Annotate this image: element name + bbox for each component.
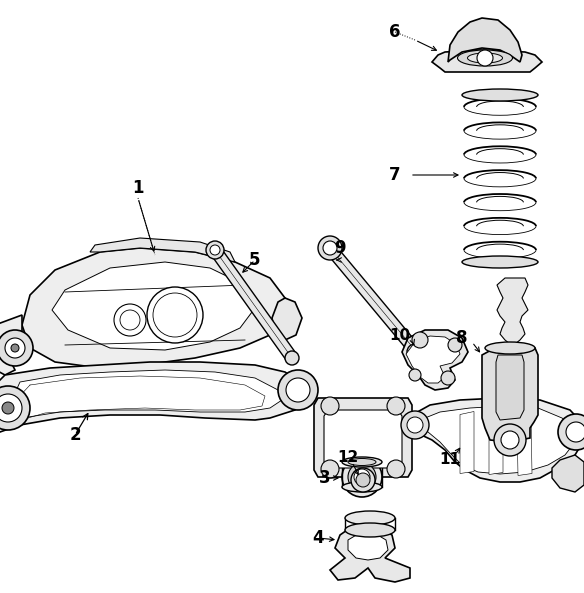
Circle shape — [286, 378, 310, 402]
Polygon shape — [497, 278, 528, 344]
Circle shape — [323, 241, 337, 255]
Circle shape — [351, 468, 375, 492]
Circle shape — [494, 424, 526, 456]
Polygon shape — [0, 315, 22, 375]
Circle shape — [407, 417, 423, 433]
Polygon shape — [418, 406, 575, 474]
Circle shape — [448, 338, 462, 352]
Circle shape — [11, 344, 19, 352]
Polygon shape — [52, 262, 255, 350]
Ellipse shape — [342, 457, 382, 467]
Circle shape — [0, 330, 33, 366]
Ellipse shape — [485, 342, 535, 354]
Polygon shape — [314, 398, 412, 477]
Circle shape — [278, 370, 318, 410]
Text: 6: 6 — [390, 23, 401, 41]
Circle shape — [356, 473, 370, 487]
Text: 10: 10 — [390, 327, 411, 343]
Circle shape — [0, 394, 22, 422]
Text: 11: 11 — [440, 452, 461, 467]
Polygon shape — [496, 355, 524, 420]
Polygon shape — [330, 528, 410, 582]
Circle shape — [387, 460, 405, 478]
Polygon shape — [90, 238, 235, 262]
Circle shape — [348, 463, 376, 491]
Circle shape — [342, 457, 382, 497]
Text: 1: 1 — [132, 179, 144, 197]
Ellipse shape — [462, 89, 538, 101]
Circle shape — [147, 287, 203, 343]
Circle shape — [210, 245, 220, 255]
Circle shape — [477, 50, 493, 66]
Ellipse shape — [345, 511, 395, 525]
Circle shape — [407, 344, 423, 360]
Polygon shape — [517, 413, 532, 476]
Circle shape — [501, 431, 519, 449]
Ellipse shape — [345, 523, 395, 537]
Polygon shape — [402, 330, 468, 390]
Circle shape — [0, 386, 30, 430]
Ellipse shape — [468, 53, 502, 63]
Circle shape — [401, 411, 429, 439]
Circle shape — [285, 351, 299, 365]
Polygon shape — [348, 534, 388, 560]
Polygon shape — [0, 362, 308, 432]
Circle shape — [409, 369, 421, 381]
Circle shape — [412, 332, 428, 348]
Polygon shape — [324, 410, 402, 468]
Polygon shape — [552, 455, 584, 492]
Polygon shape — [448, 18, 522, 62]
Polygon shape — [272, 298, 302, 340]
Text: 9: 9 — [334, 239, 346, 257]
Circle shape — [354, 469, 370, 485]
Circle shape — [114, 304, 146, 336]
Polygon shape — [10, 370, 282, 418]
Text: 12: 12 — [338, 451, 359, 466]
Circle shape — [5, 338, 25, 358]
Circle shape — [206, 241, 224, 259]
Ellipse shape — [348, 458, 376, 466]
Circle shape — [2, 402, 14, 414]
Circle shape — [558, 414, 584, 450]
Circle shape — [321, 460, 339, 478]
Circle shape — [321, 397, 339, 415]
Polygon shape — [482, 348, 538, 442]
Text: 7: 7 — [389, 166, 401, 184]
Polygon shape — [489, 413, 503, 474]
Circle shape — [441, 371, 455, 385]
Polygon shape — [325, 244, 420, 354]
Text: 8: 8 — [456, 329, 468, 347]
Polygon shape — [406, 336, 460, 383]
Polygon shape — [22, 248, 288, 368]
Text: 5: 5 — [249, 251, 260, 269]
Ellipse shape — [342, 482, 382, 492]
Circle shape — [153, 293, 197, 337]
Text: 4: 4 — [312, 529, 324, 547]
Polygon shape — [432, 50, 542, 72]
Polygon shape — [460, 412, 474, 473]
Text: 2: 2 — [69, 426, 81, 444]
Polygon shape — [412, 398, 584, 482]
Ellipse shape — [462, 256, 538, 268]
Text: 3: 3 — [319, 469, 331, 487]
Polygon shape — [210, 247, 297, 362]
Circle shape — [387, 397, 405, 415]
Ellipse shape — [457, 50, 513, 66]
Circle shape — [120, 310, 140, 330]
Circle shape — [318, 236, 342, 260]
Circle shape — [566, 422, 584, 442]
